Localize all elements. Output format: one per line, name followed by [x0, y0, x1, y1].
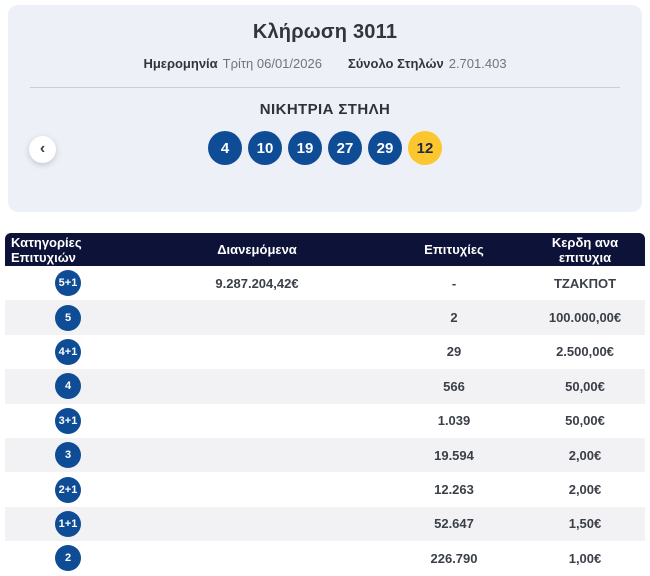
- category-badge: 1+1: [55, 510, 81, 537]
- draw-summary-card: Κλήρωση 3011 Ημερομηνία Τρίτη 06/01/2026…: [8, 5, 642, 212]
- total-columns-value: 2.701.403: [448, 56, 507, 71]
- chevron-left-icon: ‹: [39, 139, 46, 157]
- winning-number-ball: 4: [208, 131, 242, 165]
- table-header-row: Κατηγορίες Επιτυχιών Διανεμόμενα Επιτυχί…: [5, 233, 645, 266]
- category-badge: 3: [55, 442, 81, 469]
- draw-meta: Ημερομηνία Τρίτη 06/01/2026 Σύνολο Στηλώ…: [8, 56, 642, 71]
- winning-numbers-row: 4 10 19 27 29 12: [8, 131, 642, 165]
- prize-cell: 50,00€: [565, 413, 605, 429]
- category-badge: 4: [55, 373, 81, 400]
- winners-cell: 1.039: [437, 413, 471, 429]
- winners-cell: 12.263: [434, 482, 474, 498]
- winners-cell: 566: [443, 378, 465, 394]
- prize-cell: 2,00€: [568, 447, 602, 463]
- winning-column-heading: ΝΙΚΗΤΡΙΑ ΣΤΗΛΗ: [259, 101, 391, 118]
- prize-cell: 50,00€: [565, 378, 605, 394]
- results-table: Κατηγορίες Επιτυχιών Διανεμόμενα Επιτυχί…: [5, 233, 645, 576]
- prize-cell: 1,00€: [568, 550, 602, 566]
- draw-date: Ημερομηνία Τρίτη 06/01/2026: [143, 56, 322, 71]
- winning-number-ball: 19: [288, 131, 322, 165]
- table-row: 2+1 12.263 2,00€: [5, 472, 645, 507]
- bonus-number-ball: 12: [408, 131, 442, 165]
- prize-cell: ΤΖΑΚΠΟΤ: [553, 275, 617, 291]
- winners-cell: 29: [446, 344, 462, 360]
- prize-cell: 2,00€: [568, 482, 602, 498]
- winners-cell: 52.647: [434, 516, 474, 532]
- header-categories: Κατηγορίες Επιτυχιών: [11, 234, 82, 265]
- winning-number-ball: 27: [328, 131, 362, 165]
- prize-cell: 2.500,00€: [556, 344, 614, 360]
- card-divider: [30, 87, 620, 88]
- total-columns: Σύνολο Στηλών 2.701.403: [348, 56, 507, 71]
- header-distributed: Διανεμόμενα: [217, 242, 297, 257]
- header-winners: Επιτυχίες: [424, 242, 484, 257]
- table-row: 4 566 50,00€: [5, 369, 645, 404]
- winning-number-ball: 29: [368, 131, 402, 165]
- draw-date-value: Τρίτη 06/01/2026: [222, 56, 322, 71]
- table-row: 5 2 100.000,00€: [5, 300, 645, 335]
- winners-cell: 19.594: [434, 447, 474, 463]
- prize-cell: 1,50€: [568, 516, 602, 532]
- table-body: 5+1 9.287.204,42€ - ΤΖΑΚΠΟΤ 5 2 100.000,…: [5, 266, 645, 576]
- table-row: 1+1 52.647 1,50€: [5, 506, 645, 542]
- category-badge: 5: [55, 304, 81, 331]
- header-prize: Κερδη ανα επιτυχια: [551, 234, 619, 265]
- draw-date-label: Ημερομηνία: [143, 56, 218, 71]
- table-row: 3 19.594 2,00€: [5, 437, 645, 473]
- previous-draw-button[interactable]: ‹: [29, 136, 56, 163]
- category-badge: 3+1: [55, 407, 81, 434]
- category-badge: 5+1: [55, 270, 81, 297]
- category-badge: 2+1: [55, 476, 81, 503]
- category-badge: 2: [55, 545, 81, 572]
- category-badge: 4+1: [55, 338, 81, 365]
- winners-cell: -: [451, 275, 457, 291]
- table-row: 4+1 29 2.500,00€: [5, 334, 645, 370]
- winners-cell: 2: [450, 310, 458, 326]
- winners-cell: 226.790: [430, 550, 478, 566]
- total-columns-label: Σύνολο Στηλών: [347, 56, 444, 71]
- draw-title: Κλήρωση 3011: [252, 21, 398, 43]
- table-row: 3+1 1.039 50,00€: [5, 403, 645, 438]
- table-row: 5+1 9.287.204,42€ - ΤΖΑΚΠΟΤ: [5, 266, 645, 301]
- winning-number-ball: 10: [248, 131, 282, 165]
- table-row: 2 226.790 1,00€: [5, 541, 645, 576]
- prize-cell: 100.000,00€: [548, 310, 622, 326]
- distributed-cell: 9.287.204,42€: [215, 275, 299, 291]
